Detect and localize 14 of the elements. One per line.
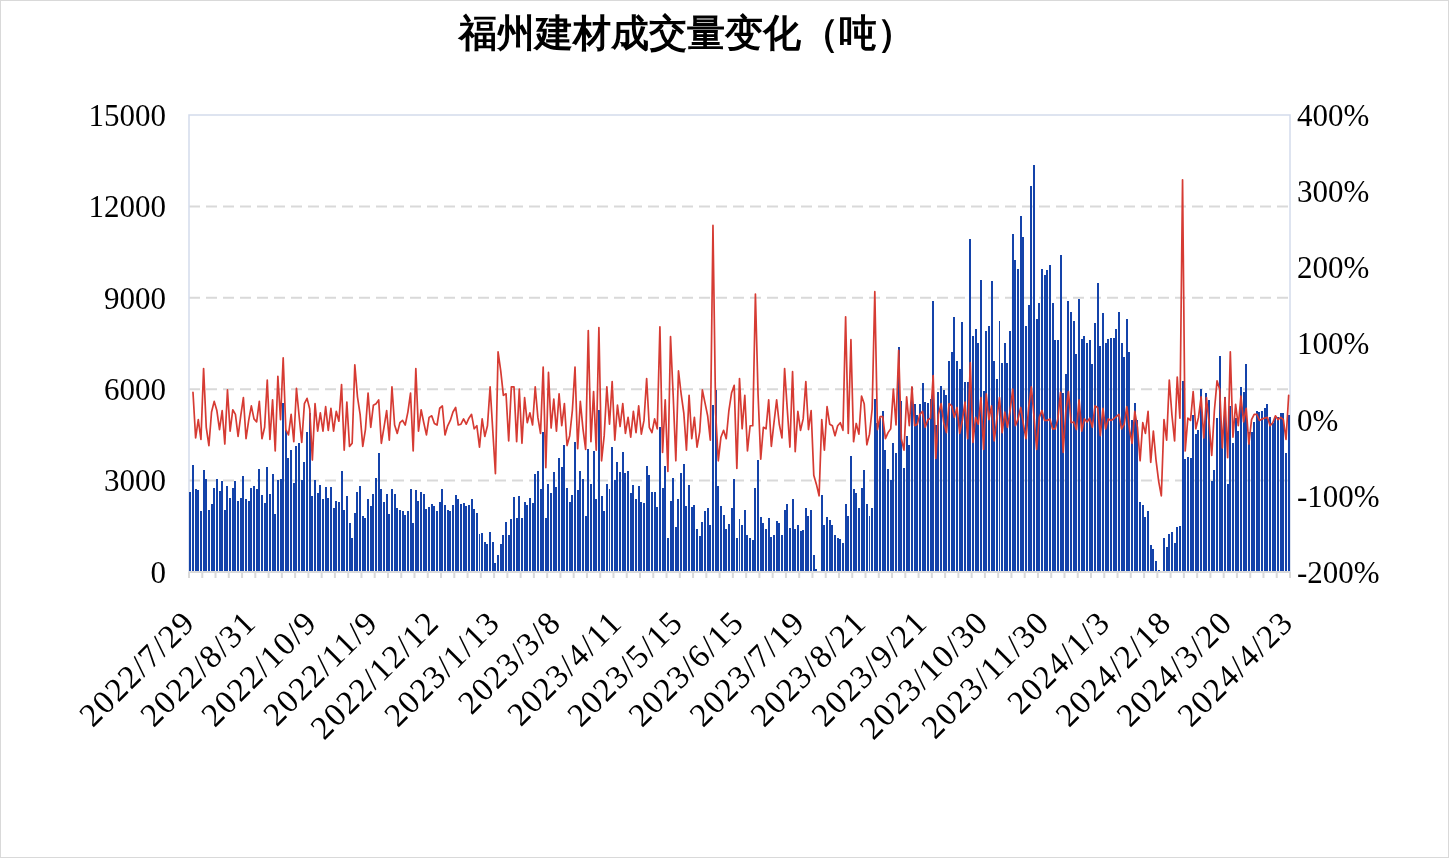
y-tick-label: 0 — [150, 554, 166, 590]
y2-tick-label: 100% — [1297, 326, 1370, 362]
y2-tick-label: 300% — [1297, 174, 1370, 210]
y-tick-label: 3000 — [104, 463, 166, 499]
y-tick-label: 9000 — [104, 280, 166, 316]
y-tick-label: 15000 — [88, 97, 166, 133]
y2-tick-label: 0% — [1297, 402, 1339, 438]
y2-tick-label: -100% — [1297, 478, 1380, 514]
y-tick-label: 12000 — [88, 189, 166, 225]
y2-tick-label: 200% — [1297, 250, 1370, 286]
y2-tick-label: -200% — [1297, 554, 1380, 590]
chart-title: 福州建材成交量变化（吨） — [457, 12, 915, 54]
y2-tick-label: 400% — [1297, 97, 1370, 133]
y-tick-label: 6000 — [104, 372, 166, 408]
